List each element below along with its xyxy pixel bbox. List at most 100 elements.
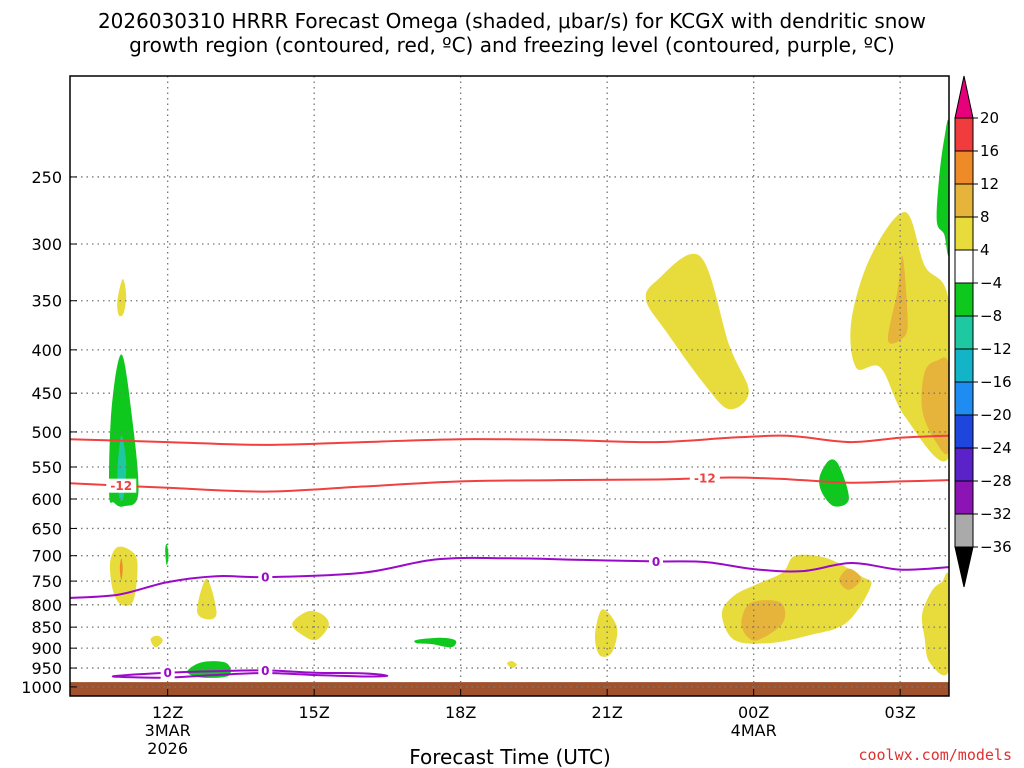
x-tick-label-00Z: 00Z (738, 703, 769, 722)
colorbar: 20 16 12 8 4 −4 −8 −12 −16 −20 −24 −28 −32 −36 (954, 75, 1012, 588)
omega-region-21 (921, 572, 949, 676)
omega-region-9 (292, 611, 329, 641)
x-tick-label-15Z: 15Z (299, 703, 330, 722)
y-tick-label-950: 950 (31, 659, 62, 678)
y-tick-label-750: 750 (31, 572, 62, 591)
colorbar-tick-label-8: −16 (980, 373, 1012, 391)
dgz-contour-1 (70, 434, 949, 446)
x-tick-label-21Z: 21Z (592, 703, 623, 722)
colorbar-box-11 (954, 480, 974, 515)
colorbar-box-5 (954, 282, 974, 317)
y-tick-label-1000: 1000 (21, 678, 62, 697)
colorbar-box-12 (954, 513, 974, 548)
y-tick-label-800: 800 (31, 596, 62, 615)
y-tick-label-300: 300 (31, 235, 62, 254)
y-tick-label-900: 900 (31, 639, 62, 658)
omega-region-11 (507, 660, 517, 669)
colorbar-box-10 (954, 447, 974, 482)
y-tick-label-850: 850 (31, 618, 62, 637)
colorbar-box-9 (954, 414, 974, 449)
colorbar-box-8 (954, 381, 974, 416)
ground-fill (70, 682, 949, 696)
colorbar-tick-label-5: −4 (980, 274, 1002, 292)
colorbar-tick-label-0: 20 (980, 109, 999, 127)
omega-region-5 (165, 543, 169, 566)
x-tick-date-12Z: 3MAR (145, 721, 191, 740)
colorbar-top-arrow (954, 75, 974, 119)
dgz-label-0-0: -12 (110, 479, 132, 493)
omega-region-17 (839, 568, 862, 590)
freezing-label-bg-1-0 (160, 665, 175, 680)
omega-region-16 (741, 600, 786, 641)
gridlines (70, 76, 949, 696)
colorbar-box-0 (954, 117, 974, 152)
omega-region-13 (645, 253, 749, 410)
colorbar-tick-label-10: −24 (980, 439, 1012, 457)
freezing-label-bg-0-0 (258, 570, 273, 585)
omega-region-0 (117, 279, 127, 317)
omega-region-10 (414, 637, 457, 648)
freezing-label-bg-1-1 (258, 663, 273, 678)
omega-region-4 (119, 558, 123, 581)
x-tick-date-00Z: 4MAR (731, 721, 777, 740)
x-tick-year-12Z: 2026 (147, 739, 188, 758)
colorbar-tick-label-12: −32 (980, 505, 1012, 523)
colorbar-box-4 (954, 249, 974, 284)
colorbar-tick-label-1: 16 (980, 142, 999, 160)
chart-title-line2: growth region (contoured, red, ºC) and f… (129, 33, 895, 57)
colorbar-box-1 (954, 150, 974, 185)
omega-region-7 (150, 635, 163, 648)
colorbar-box-6 (954, 315, 974, 350)
colorbar-tick-label-2: 12 (980, 175, 999, 193)
y-tick-label-450: 450 (31, 384, 62, 403)
colorbar-tick-label-4: 4 (980, 241, 990, 259)
y-tick-label-500: 500 (31, 423, 62, 442)
freezing-label-1-0: 0 (163, 666, 171, 680)
x-tick-label-03Z: 03Z (885, 703, 916, 722)
y-tick-label-350: 350 (31, 292, 62, 311)
colorbar-tick-label-3: 8 (980, 208, 990, 226)
dgz-label-0-1: -12 (694, 472, 716, 486)
omega-region-22 (936, 119, 949, 256)
contours: -12 -12 0 0 0 0 (70, 434, 949, 680)
colorbar-tick-label-13: −36 (980, 538, 1012, 556)
dgz-label-bg-0-0 (106, 478, 137, 493)
colorbar-tick-label-9: −20 (980, 406, 1012, 424)
x-tick-label-12Z: 12Z (152, 703, 183, 722)
credit-text: coolwx.com/models (858, 746, 1012, 764)
dgz-contour-0 (70, 476, 949, 493)
colorbar-box-3 (954, 216, 974, 251)
ground-rect (70, 682, 949, 696)
plot-area: -12 -12 0 0 0 0 (69, 75, 950, 697)
y-axis: 250 300 350 400 450 500 550 600 650 700 750 800 850 9… (21, 168, 77, 697)
omega-shading (109, 119, 949, 678)
colorbar-tick-label-11: −28 (980, 472, 1012, 490)
omega-region-8 (187, 661, 231, 678)
colorbar-bottom-arrow (954, 546, 974, 588)
y-tick-label-650: 650 (31, 519, 62, 538)
y-tick-label-250: 250 (31, 168, 62, 187)
freezing-contour-1 (111, 669, 389, 679)
omega-region-19 (887, 255, 908, 344)
y-tick-label-550: 550 (31, 458, 62, 477)
x-axis-label: Forecast Time (UTC) (409, 745, 611, 768)
colorbar-box-2 (954, 183, 974, 218)
chart-title-line1: 2026030310 HRRR Forecast Omega (shaded, … (98, 9, 926, 33)
plot-frame (69, 75, 950, 697)
freezing-label-1-1: 0 (261, 664, 269, 678)
omega-region-20 (921, 357, 949, 455)
freezing-contour-0 (70, 556, 949, 599)
omega-region-12 (594, 609, 618, 657)
y-tick-label-600: 600 (31, 490, 62, 509)
colorbar-tick-label-6: −8 (980, 307, 1002, 325)
omega-region-6 (197, 578, 217, 620)
colorbar-tick-label-7: −12 (980, 340, 1012, 358)
dgz-label-bg-0-1 (689, 471, 720, 486)
x-tick-label-18Z: 18Z (445, 703, 476, 722)
freezing-label-0-0: 0 (261, 571, 269, 585)
omega-region-1 (109, 354, 139, 507)
y-tick-label-700: 700 (31, 547, 62, 566)
freezing-label-0-1: 0 (652, 555, 660, 569)
